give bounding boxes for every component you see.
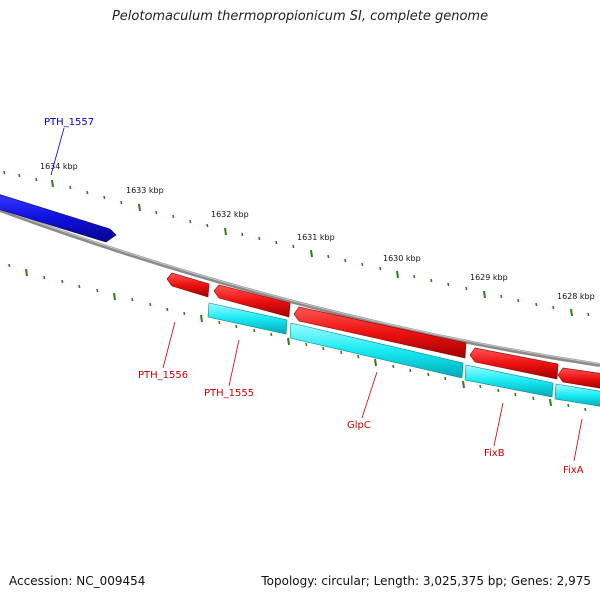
inner-ticks [8,263,587,412]
scale-label-1630: 1630 kbp [383,254,421,263]
accession-label: Accession: NC_009454 [9,574,146,588]
cds-block-glpc[interactable] [289,322,464,379]
gene-label-fixa[interactable]: FixA [563,465,584,476]
gene-label-pth1555[interactable]: PTH_1555 [204,388,254,399]
map-title: Pelotomaculum thermopropionicum SI, comp… [111,9,489,24]
leader-line-glpc [361,371,378,419]
cds-block-fixa[interactable] [554,383,600,407]
scale-label-1633: 1633 kbp [126,186,164,195]
cds-block-pth1555[interactable] [207,302,288,335]
gene-arrow-pth1555[interactable] [213,284,291,318]
gene-label-glpc[interactable]: GlpC [347,420,371,431]
scale-label-1629: 1629 kbp [470,273,508,282]
gene-arrow-fixb[interactable] [469,347,559,380]
genome-backbone [0,208,600,367]
scale-label-1634: 1634 kbp [40,162,78,171]
gene-arrow-fixa[interactable] [557,367,600,389]
scale-label-1632: 1632 kbp [211,210,249,219]
gene-arrow-pth1557[interactable] [0,193,117,243]
leader-line-fixb [493,402,504,447]
gene-label-pth1556[interactable]: PTH_1556 [138,370,188,381]
leader-line-pth1556 [162,321,176,369]
gene-label-pth1557[interactable]: PTH_1557 [44,117,94,128]
gene-arrow-glpc[interactable] [293,306,467,359]
leader-line-fixa [573,418,583,462]
scale-label-1631: 1631 kbp [297,233,335,242]
gene-arrow-pth1556[interactable] [166,272,210,298]
outer-ticks [3,170,590,317]
genome-backbone-highlight [0,208,600,365]
leader-line-pth1555 [228,339,240,387]
gene-label-fixb[interactable]: FixB [484,448,505,459]
leader-line-pth1557 [50,127,65,176]
scale-label-1628: 1628 kbp [557,292,595,301]
genome-summary: Topology: circular; Length: 3,025,375 bp… [261,574,591,588]
cds-block-fixb[interactable] [464,364,554,398]
